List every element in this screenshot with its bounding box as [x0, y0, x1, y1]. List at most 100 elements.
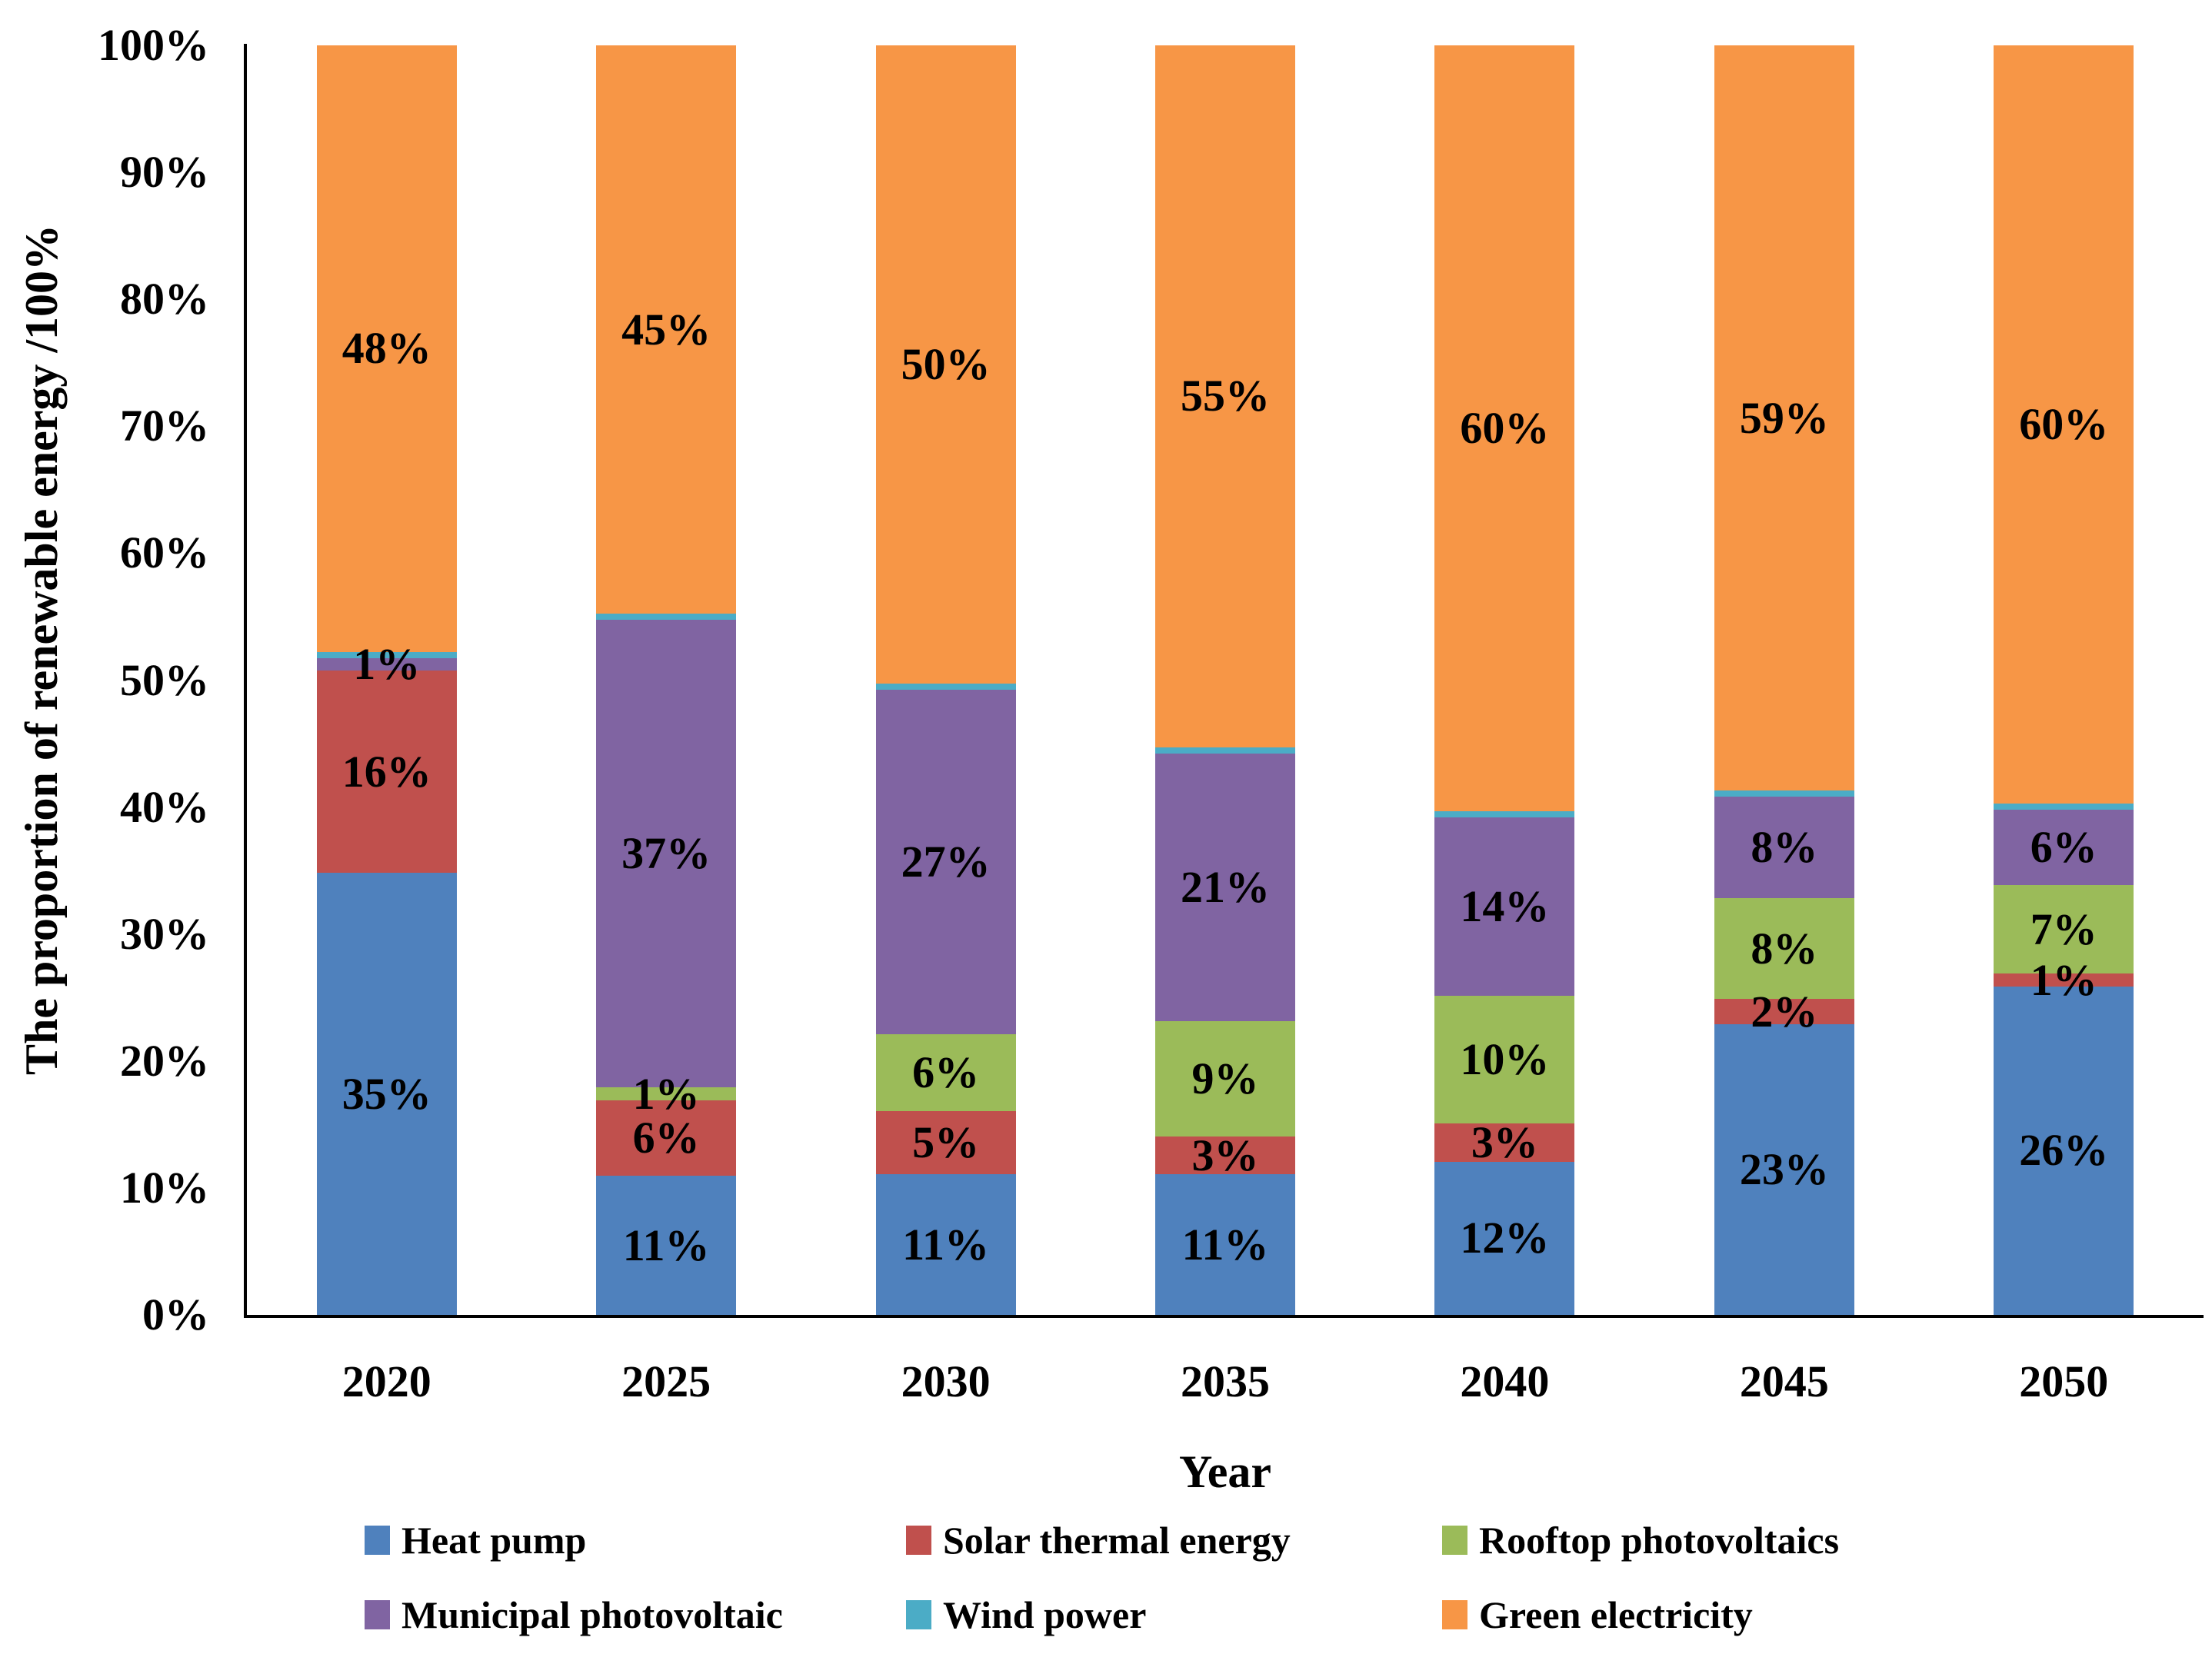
- bar-value-label: 60%: [2019, 398, 2109, 449]
- bar-value-label: 59%: [1739, 392, 1829, 443]
- bar-segment: [1434, 1161, 1575, 1315]
- x-tick-label: 2040: [1460, 1356, 1550, 1406]
- y-tick-label: 20%: [120, 1035, 209, 1086]
- bar-segment: [1994, 986, 2134, 1315]
- y-tick-label: 90%: [120, 147, 209, 198]
- y-tick-label: 0%: [142, 1290, 209, 1340]
- bar-segment: [1434, 810, 1575, 817]
- bar-value-label: 50%: [901, 338, 991, 389]
- x-tick-label: 2050: [2019, 1356, 2109, 1406]
- bar-segment: [875, 45, 1016, 684]
- legend-item: Heat pump: [365, 1519, 586, 1562]
- bar-value-label: 26%: [2019, 1125, 2109, 1176]
- x-tick-label: 2025: [621, 1356, 711, 1406]
- legend-item: Municipal photovoltaic: [365, 1593, 783, 1636]
- bar-segment: [1155, 1021, 1295, 1137]
- bar-value-label: 6%: [2030, 822, 2097, 873]
- bar-segment: [596, 620, 737, 1088]
- x-tick-label: 2045: [1739, 1356, 1829, 1406]
- bar-segment: [1155, 1174, 1295, 1315]
- bar-segment: [1434, 45, 1575, 811]
- bar-segment: [1714, 797, 1854, 898]
- y-tick-label: 50%: [120, 654, 209, 705]
- y-tick-label: 40%: [120, 781, 209, 832]
- bar-segment: [875, 1174, 1016, 1315]
- legend-label: Heat pump: [401, 1519, 587, 1562]
- bar-value-label: 8%: [1751, 923, 1818, 973]
- bar-value-label: 37%: [621, 828, 711, 879]
- bar-segment: [1155, 747, 1295, 754]
- legend-item: Wind power: [906, 1593, 1146, 1636]
- bar-segment: [1434, 817, 1575, 997]
- bar-segment: [596, 1087, 737, 1100]
- bar-value-label: 2%: [1751, 986, 1818, 1037]
- legend-swatch: [1442, 1600, 1467, 1629]
- bar-value-label: 5%: [912, 1117, 980, 1167]
- bar-segment: [1714, 999, 1854, 1025]
- bar-value-label: 9%: [1191, 1053, 1259, 1104]
- bar-value-label: 1%: [353, 638, 421, 689]
- legend-item: Green electricity: [1442, 1593, 1753, 1636]
- legend-swatch: [1442, 1526, 1467, 1555]
- legend-swatch: [365, 1600, 390, 1629]
- bar-segment: [316, 45, 457, 652]
- bar-value-label: 11%: [622, 1220, 710, 1270]
- bar-segment: [1994, 885, 2134, 974]
- bar-value-label: 60%: [1460, 402, 1550, 453]
- legend-label: Rooftop photovoltaics: [1479, 1519, 1840, 1562]
- legend-item: Solar thermal energy: [906, 1519, 1291, 1562]
- bar-segment: [1155, 45, 1295, 747]
- bar-value-label: 14%: [1460, 881, 1550, 932]
- bar-value-label: 1%: [2030, 954, 2097, 1005]
- legend-swatch: [365, 1526, 390, 1555]
- bar-segment: [1714, 45, 1854, 791]
- bar-segment: [1714, 790, 1854, 797]
- legend-label: Municipal photovoltaic: [401, 1593, 783, 1636]
- y-tick-label: 60%: [120, 527, 209, 578]
- bar-segment: [1994, 45, 2134, 804]
- bar-value-label: 1%: [632, 1068, 700, 1119]
- bar-segment: [316, 651, 457, 658]
- x-tick-label: 2035: [1181, 1356, 1270, 1406]
- legend-label: Green electricity: [1479, 1593, 1753, 1636]
- bar-value-label: 3%: [1471, 1117, 1538, 1167]
- bar-segment: [1714, 1024, 1854, 1315]
- bar-segment: [875, 683, 1016, 690]
- bar-value-label: 3%: [1191, 1130, 1259, 1180]
- bar-segment: [596, 614, 737, 621]
- bar-segment: [1155, 1136, 1295, 1175]
- bar-value-label: 35%: [341, 1068, 431, 1119]
- bar-value-label: 6%: [912, 1047, 980, 1097]
- bar-value-label: 12%: [1460, 1213, 1550, 1263]
- y-axis-line: [244, 44, 247, 1318]
- x-axis-title: Year: [1179, 1446, 1271, 1497]
- bar-segment: [1434, 1123, 1575, 1162]
- bar-value-label: 11%: [1181, 1219, 1269, 1270]
- y-tick-label: 10%: [120, 1162, 209, 1213]
- legend-swatch: [906, 1526, 931, 1555]
- bar-segment: [596, 1176, 737, 1315]
- bar-value-label: 48%: [341, 323, 431, 374]
- bar-segment: [1714, 897, 1854, 1000]
- bar-segment: [596, 45, 737, 614]
- bar-segment: [316, 873, 457, 1315]
- bar-value-label: 21%: [1181, 862, 1270, 913]
- legend-swatch: [906, 1600, 931, 1629]
- bar-segment: [1994, 973, 2134, 987]
- x-axis-line: [244, 1315, 2204, 1318]
- bar-value-label: 10%: [1460, 1034, 1550, 1085]
- bar-segment: [316, 657, 457, 671]
- y-tick-label: 80%: [120, 274, 209, 324]
- legend-label: Solar thermal energy: [943, 1519, 1291, 1562]
- legend-item: Rooftop photovoltaics: [1442, 1519, 1839, 1562]
- y-tick-label: 100%: [98, 20, 209, 70]
- bar-segment: [1994, 809, 2134, 886]
- legend-label: Wind power: [943, 1593, 1147, 1636]
- bar-value-label: 6%: [632, 1113, 700, 1163]
- bar-segment: [1994, 803, 2134, 810]
- bar-segment: [875, 689, 1016, 1034]
- bar-segment: [875, 1033, 1016, 1111]
- bar-value-label: 11%: [902, 1219, 989, 1270]
- bar-value-label: 16%: [341, 746, 431, 797]
